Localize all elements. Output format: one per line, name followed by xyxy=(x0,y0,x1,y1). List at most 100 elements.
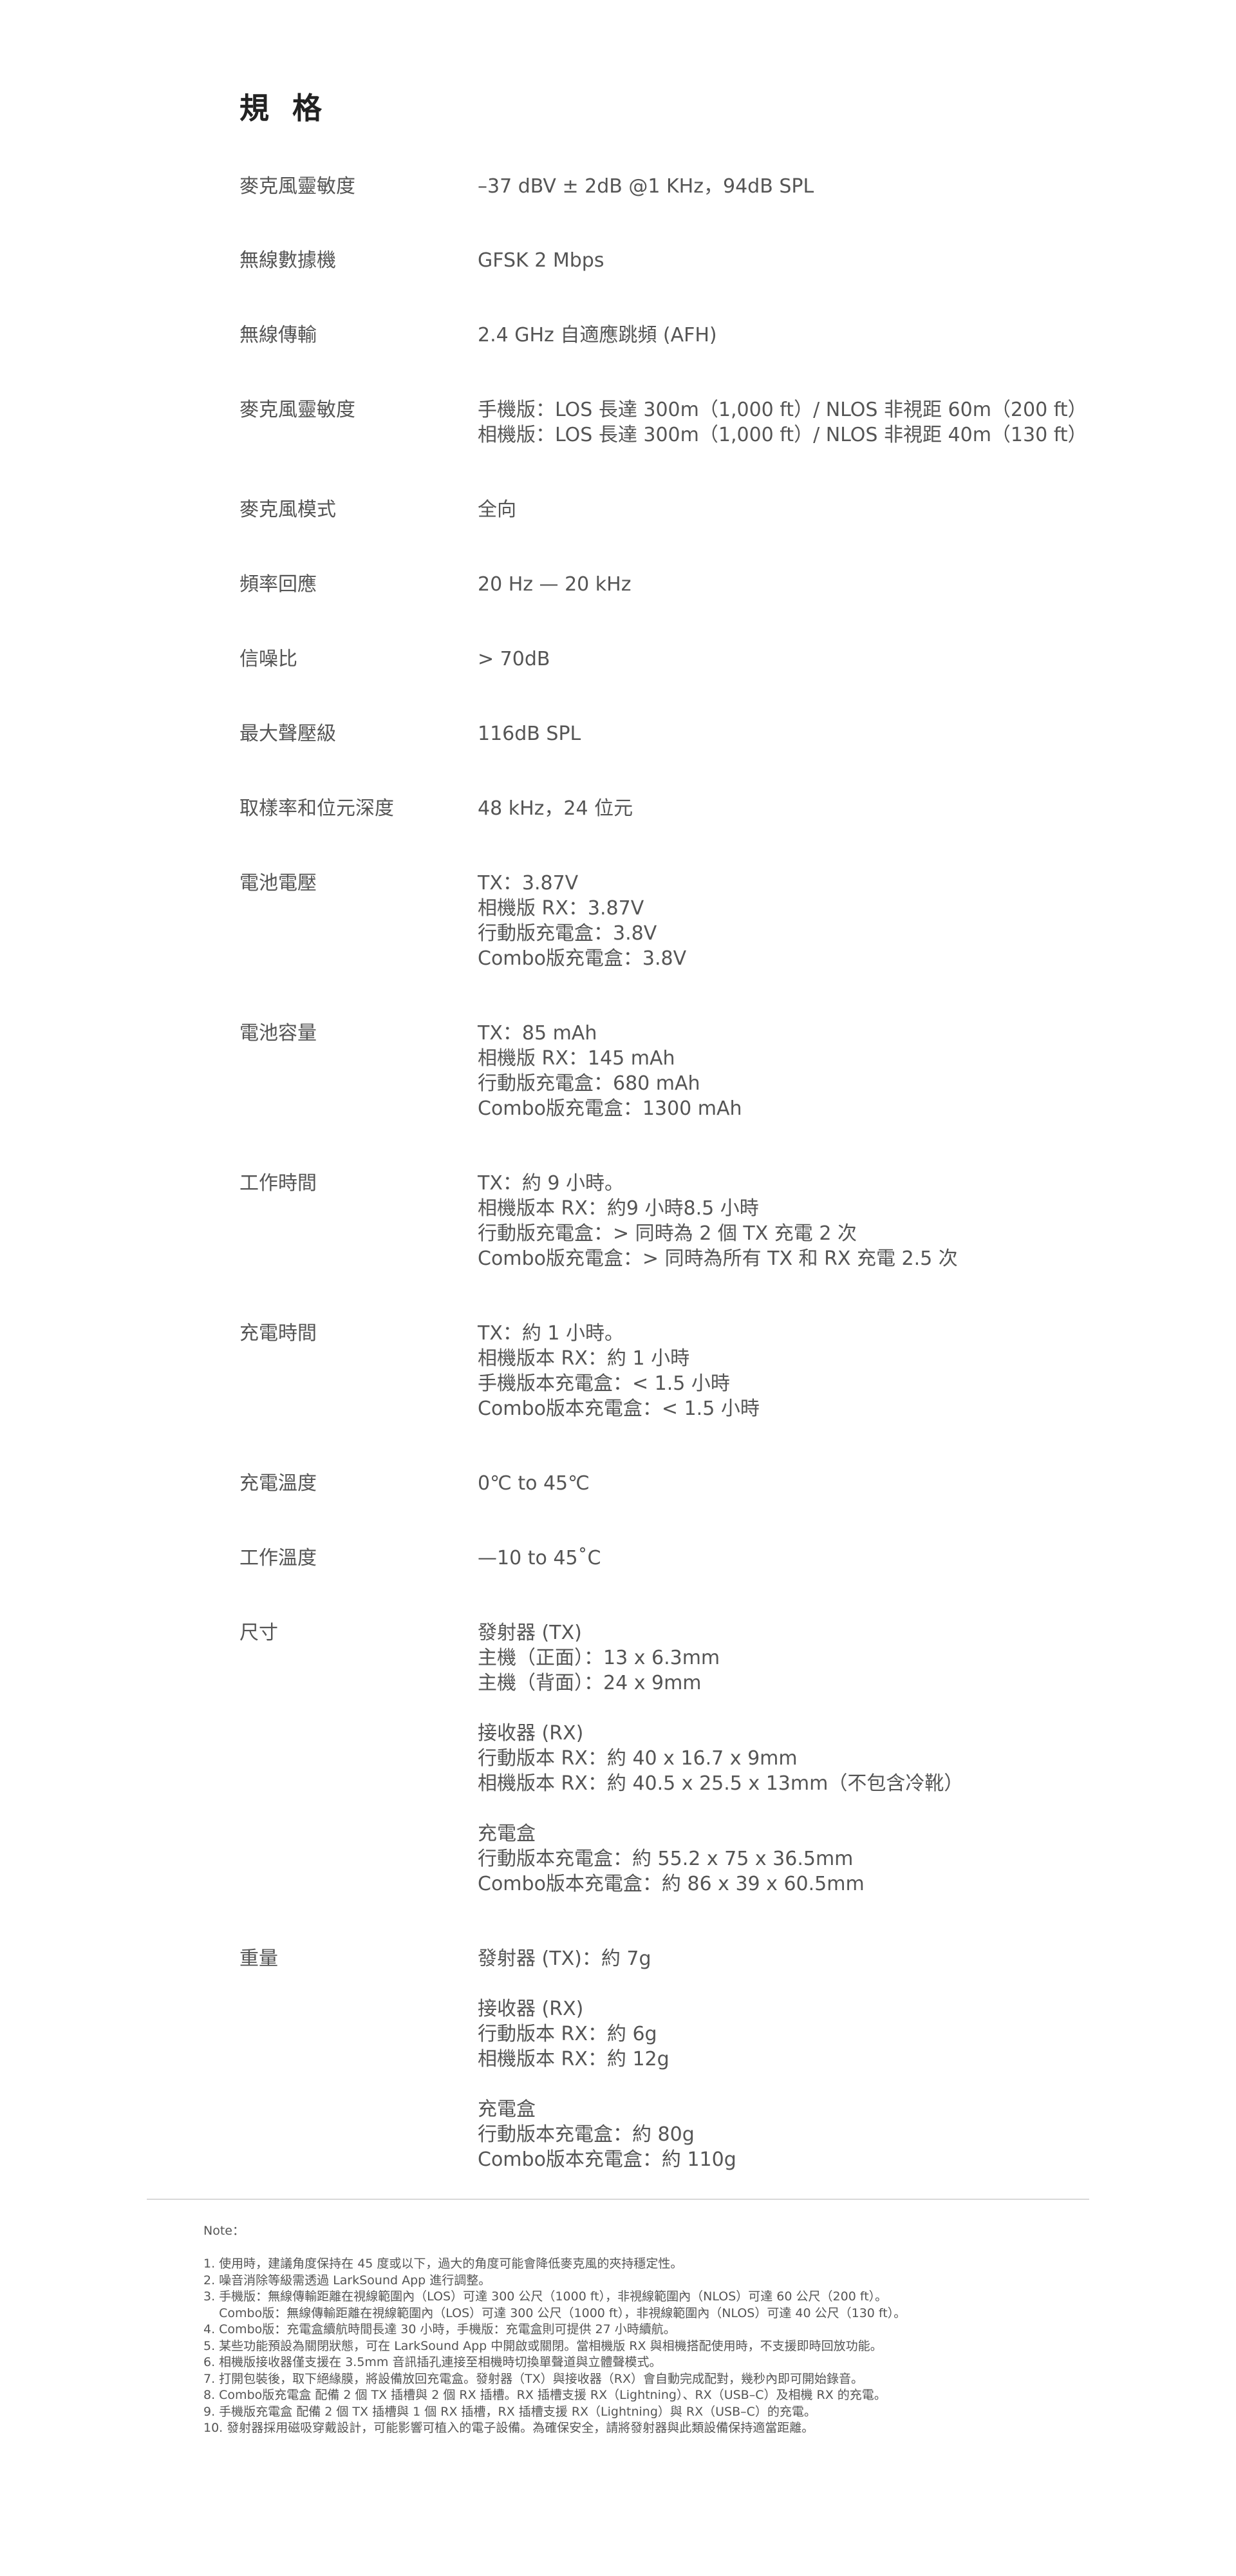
spec-value-gap xyxy=(478,1796,1141,1821)
spec-label: 最大聲壓級 xyxy=(239,723,336,745)
spec-value: 發射器 (TX)：約 7g 接收器 (RX) 行動版本 RX：約 6g 相機版本… xyxy=(478,1946,1141,2172)
spec-row: 電池電壓 TX：3.87V 相機版 RX：3.87V 行動版充電盒：3.8V C… xyxy=(239,871,1141,971)
spec-value-line: 相機版：LOS 長達 300m（1,000 ft）/ NLOS 非視距 40m（… xyxy=(478,424,1087,446)
spec-value-line: –37 dBV ± 2dB @1 KHz，94dB SPL xyxy=(478,175,814,198)
spec-value: –37 dBV ± 2dB @1 KHz，94dB SPL xyxy=(478,174,1141,199)
spec-value-line: 發射器 (TX)：約 7g xyxy=(478,1947,651,1970)
spec-row: 工作溫度 —10 to 45˚C xyxy=(239,1546,1141,1571)
spec-row: 尺寸 發射器 (TX) 主機（正面）：13 x 6.3mm 主機（背面）：24 … xyxy=(239,1620,1141,1897)
spec-label: 麥克風靈敏度 xyxy=(239,175,355,198)
spec-label: 充電溫度 xyxy=(239,1472,317,1495)
spec-value-line: 相機版本 RX：約 12g xyxy=(478,2048,670,2070)
spec-value-line: 充電盒 xyxy=(478,2098,536,2121)
spec-value-line: 主機（背面）：24 x 9mm xyxy=(478,1672,702,1694)
section-divider xyxy=(147,2199,1089,2200)
spec-row: 無線數據機 GFSK 2 Mbps xyxy=(239,248,1141,273)
spec-row: 無線傳輸 2.4 GHz 自適應跳頻 (AFH) xyxy=(239,323,1141,348)
note-item: 3. 手機版：無線傳輸距離在視線範圍內（LOS）可達 300 公尺（1000 f… xyxy=(203,2289,888,2304)
spec-label: 取樣率和位元深度 xyxy=(239,797,394,820)
spec-value-line: 2.4 GHz 自適應跳頻 (AFH) xyxy=(478,324,717,346)
spec-row: 重量 發射器 (TX)：約 7g 接收器 (RX) 行動版本 RX：約 6g 相… xyxy=(239,1946,1141,2172)
spec-label: 信噪比 xyxy=(239,648,297,670)
spec-label: 重量 xyxy=(239,1947,278,1970)
spec-value-line: 接收器 (RX) xyxy=(478,1722,584,1745)
spec-value-line: Combo版本充電盒：約 110g xyxy=(478,2148,736,2171)
spec-value-gap xyxy=(478,1971,1141,1996)
spec-value-line: 行動版本 RX：約 6g xyxy=(478,2023,657,2045)
spec-value-line: 行動版充電盒：680 mAh xyxy=(478,1072,700,1095)
spec-value-line: 全向 xyxy=(478,498,516,521)
spec-value-line: 0℃ to 45℃ xyxy=(478,1472,590,1495)
page-title: 規 格 xyxy=(239,91,329,126)
spec-value: 20 Hz — 20 kHz xyxy=(478,572,1141,597)
spec-value-line: GFSK 2 Mbps xyxy=(478,249,604,272)
spec-label: 充電時間 xyxy=(239,1322,317,1345)
spec-value-line: TX：約 1 小時。 xyxy=(478,1322,624,1345)
spec-value: 手機版：LOS 長達 300m（1,000 ft）/ NLOS 非視距 60m（… xyxy=(478,397,1141,448)
spec-value-gap xyxy=(478,1696,1141,1721)
spec-value: GFSK 2 Mbps xyxy=(478,248,1141,273)
spec-value-line: 48 kHz，24 位元 xyxy=(478,797,633,820)
spec-row: 信噪比 > 70dB xyxy=(239,647,1141,672)
spec-value: TX：3.87V 相機版 RX：3.87V 行動版充電盒：3.8V Combo版… xyxy=(478,871,1141,971)
spec-label: 無線數據機 xyxy=(239,249,336,272)
spec-label: 麥克風靈敏度 xyxy=(239,399,355,421)
spec-value: 116dB SPL xyxy=(478,721,1141,746)
spec-label: 電池電壓 xyxy=(239,872,317,895)
spec-value-line: Combo版充電盒：> 同時為所有 TX 和 RX 充電 2.5 次 xyxy=(478,1247,958,1270)
spec-value-line: 手機版本充電盒：< 1.5 小時 xyxy=(478,1372,730,1395)
spec-value-line: 接收器 (RX) xyxy=(478,1998,584,2020)
note-item: 6. 相機版接收器僅支援在 3.5mm 音訊插孔連接至相機時切換單聲道與立體聲模… xyxy=(203,2355,662,2369)
spec-label: 尺寸 xyxy=(239,1622,278,1644)
spec-row: 電池容量 TX：85 mAh 相機版 RX：145 mAh 行動版充電盒：680… xyxy=(239,1021,1141,1121)
spec-value-line: 行動版本充電盒：約 55.2 x 75 x 36.5mm xyxy=(478,1848,854,1870)
spec-label: 無線傳輸 xyxy=(239,324,317,346)
spec-value-line: 相機版本 RX：約9 小時8.5 小時 xyxy=(478,1197,759,1220)
spec-value: 48 kHz，24 位元 xyxy=(478,796,1141,821)
note-item: 9. 手機版充電盒 配備 2 個 TX 插槽與 1 個 RX 插槽，RX 插槽支… xyxy=(203,2404,816,2419)
spec-value-line: Combo版本充電盒：約 86 x 39 x 60.5mm xyxy=(478,1873,865,1895)
spec-row: 工作時間 TX：約 9 小時。 相機版本 RX：約9 小時8.5 小時 行動版充… xyxy=(239,1171,1141,1271)
note-item: 7. 打開包裝後，取下絕緣膜，將設備放回充電盒。發射器（TX）與接收器（RX）會… xyxy=(203,2371,864,2386)
spec-row: 最大聲壓級 116dB SPL xyxy=(239,721,1141,746)
spec-value-line: TX：3.87V xyxy=(478,872,579,895)
spec-value-line: > 70dB xyxy=(478,648,550,670)
spec-value-line: 行動版充電盒：3.8V xyxy=(478,922,657,945)
note-item: 4. Combo版：充電盒續航時間長達 30 小時，手機版：充電盒則可提供 27… xyxy=(203,2322,676,2336)
spec-value-gap xyxy=(478,2072,1141,2097)
spec-row: 麥克風模式 全向 xyxy=(239,497,1141,522)
spec-value-line: 手機版：LOS 長達 300m（1,000 ft）/ NLOS 非視距 60m（… xyxy=(478,399,1087,421)
spec-value-line: 相機版本 RX：約 1 小時 xyxy=(478,1347,690,1370)
spec-value: —10 to 45˚C xyxy=(478,1546,1141,1571)
note-item: 10. 發射器採用磁吸穿戴設計，可能影響可植入的電子設備。為確保安全，請將發射器… xyxy=(203,2421,814,2435)
spec-value-line: 行動版本充電盒：約 80g xyxy=(478,2123,695,2146)
spec-label: 工作溫度 xyxy=(239,1547,317,1569)
spec-value: 發射器 (TX) 主機（正面）：13 x 6.3mm 主機（背面）：24 x 9… xyxy=(478,1620,1141,1897)
spec-value: 2.4 GHz 自適應跳頻 (AFH) xyxy=(478,323,1141,348)
spec-value-line: 116dB SPL xyxy=(478,723,581,745)
notes-section: Note： 1. 使用時，建議角度保持在 45 度或以下，過大的角度可能會降低麥… xyxy=(203,2223,1137,2437)
spec-value: > 70dB xyxy=(478,647,1141,672)
spec-value-line: 行動版充電盒：> 同時為 2 個 TX 充電 2 次 xyxy=(478,1222,857,1245)
spec-label: 電池容量 xyxy=(239,1022,317,1045)
spec-value-line: 發射器 (TX) xyxy=(478,1622,582,1644)
spec-row: 充電時間 TX：約 1 小時。 相機版本 RX：約 1 小時 手機版本充電盒：<… xyxy=(239,1321,1141,1421)
spec-value-line: Combo版充電盒：3.8V xyxy=(478,947,687,970)
spec-value-line: 相機版 RX：3.87V xyxy=(478,897,644,920)
spec-value-line: Combo版充電盒：1300 mAh xyxy=(478,1097,742,1120)
note-item: 8. Combo版充電盒 配備 2 個 TX 插槽與 2 個 RX 插槽。RX … xyxy=(203,2388,886,2402)
spec-value-line: 相機版 RX：145 mAh xyxy=(478,1047,675,1070)
spec-row: 麥克風靈敏度 手機版：LOS 長達 300m（1,000 ft）/ NLOS 非… xyxy=(239,397,1141,448)
spec-table: 麥克風靈敏度 –37 dBV ± 2dB @1 KHz，94dB SPL 無線數… xyxy=(239,174,1141,2172)
note-item: 1. 使用時，建議角度保持在 45 度或以下，過大的角度可能會降低麥克風的夾持穩… xyxy=(203,2257,683,2271)
spec-value-line: —10 to 45˚C xyxy=(478,1547,601,1569)
spec-row: 頻率回應 20 Hz — 20 kHz xyxy=(239,572,1141,597)
spec-value: TX：約 1 小時。 相機版本 RX：約 1 小時 手機版本充電盒：< 1.5 … xyxy=(478,1321,1141,1421)
spec-value-line: TX：約 9 小時。 xyxy=(478,1172,624,1195)
note-item: 2. 噪音消除等級需透過 LarkSound App 進行調整。 xyxy=(203,2273,491,2287)
spec-value-line: 充電盒 xyxy=(478,1823,536,1845)
spec-label: 工作時間 xyxy=(239,1172,317,1195)
spec-value: 全向 xyxy=(478,497,1141,522)
spec-value-line: Combo版本充電盒：< 1.5 小時 xyxy=(478,1397,760,1420)
spec-label: 麥克風模式 xyxy=(239,498,336,521)
